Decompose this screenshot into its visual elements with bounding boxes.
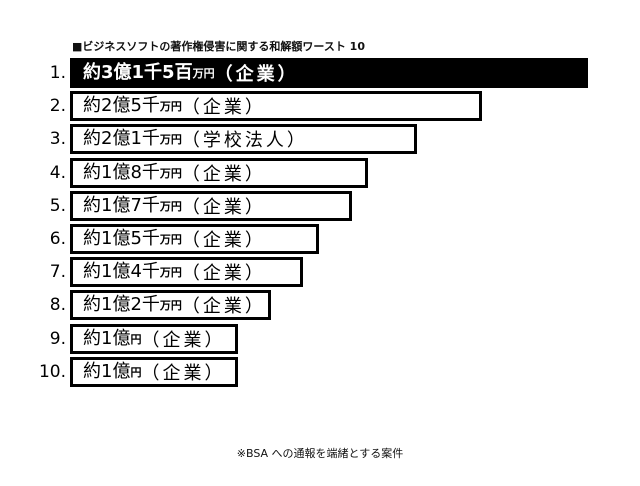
bar-rank-6: 約1億5千 万円 （企業） (70, 224, 319, 254)
bar-unit-label: 万円 (159, 266, 182, 280)
bar-rank-5: 約1億7千 万円 （企業） (70, 190, 352, 221)
bar-unit-label: 円 (130, 365, 142, 379)
bar-amount-label: 約1億 (83, 360, 131, 382)
rank-label: 10. (38, 361, 66, 382)
rank-label: 7. (49, 262, 66, 283)
bar-category-label: （学校法人） (181, 130, 308, 152)
rank-label: 8. (49, 295, 66, 316)
bar-category-label: （企業） (181, 296, 266, 318)
rank-label: 1. (49, 63, 66, 83)
rank-label: 4. (49, 162, 66, 183)
bar-amount-label: 約3億1千5百 (83, 62, 193, 83)
bar-amount-label: 約1億7千 (83, 194, 160, 216)
bar-category-label: （企業） (181, 163, 266, 185)
bar-category-label: （企業） (141, 362, 226, 384)
bar-unit-label: 万円 (159, 233, 182, 246)
chart-title: ■ビジネスソフトの著作権侵害に関する和解額ワースト 10 (72, 40, 365, 53)
bar-rank-7: 約1億4千 万円 （企業） (70, 257, 303, 288)
bar-category-label: （企業） (214, 64, 299, 85)
bar-rank-10: 約1億円（企業） (70, 356, 238, 387)
bar-rank-8: 約1億2千 万円 （企業） (70, 290, 271, 321)
bar-amount-label: 約1億5千 (83, 228, 160, 249)
rank-label: 6. (49, 229, 66, 249)
bar-rank-9: 約1億円（企業） (70, 323, 238, 354)
bar-unit-label: 万円 (159, 299, 182, 313)
bar-category-label: （企業） (181, 97, 266, 119)
bar-category-label: （企業） (181, 230, 266, 251)
bar-amount-label: 約2億5千 (83, 95, 160, 117)
bar-unit-label: 万円 (192, 67, 215, 80)
bar-amount-label: 約1億 (83, 327, 131, 349)
bar-category-label: （企業） (181, 196, 266, 218)
bar-amount-label: 約2億1千 (83, 128, 160, 150)
bar-amount-label: 約1億8千 (83, 161, 160, 183)
bar-unit-label: 円 (130, 332, 142, 346)
bar-rank-3: 約2億1千 万円 （学校法人） (70, 124, 417, 155)
rank-label: 5. (49, 195, 66, 216)
bar-unit-label: 万円 (159, 133, 182, 147)
rank-label: 3. (49, 129, 66, 150)
bar-unit-label: 万円 (159, 199, 182, 213)
bar-rank-2: 約2億5千 万円 （企業） (70, 91, 482, 122)
bar-unit-label: 万円 (159, 100, 182, 114)
chart-footnote: ※BSA への通報を端緒とする案件 (236, 447, 404, 460)
bar-unit-label: 万円 (159, 166, 182, 180)
rank-label: 9. (49, 328, 66, 349)
bar-category-label: （企業） (181, 263, 266, 285)
bar-rank-1: 約3億1千5百 万円 （企業） (70, 58, 588, 88)
bar-rank-4: 約1億8千 万円 （企業） (70, 157, 368, 188)
rank-label: 2. (49, 96, 66, 117)
bar-category-label: （企業） (141, 329, 226, 351)
bar-amount-label: 約1億4千 (83, 261, 160, 283)
bar-amount-label: 約1億2千 (83, 294, 160, 316)
